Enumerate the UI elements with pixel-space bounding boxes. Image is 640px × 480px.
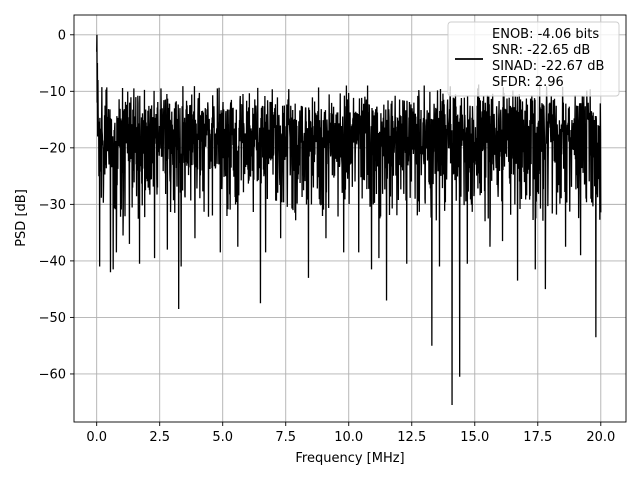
- legend-box: [447, 21, 620, 97]
- y-tick-label: −10: [39, 85, 66, 100]
- legend-text-line: SNR: -22.65 dB: [492, 43, 590, 58]
- y-tick-label: −50: [39, 311, 66, 326]
- x-axis-label: Frequency [MHz]: [295, 451, 404, 466]
- y-tick-label: 0: [58, 28, 66, 43]
- y-axis-ticks: 0 −10 −20 −30 −40 −50 −60: [39, 28, 74, 382]
- x-tick-label: 15.0: [460, 430, 489, 445]
- legend-text-line: ENOB: -4.06 bits: [492, 27, 599, 42]
- x-tick-label: 12.5: [397, 430, 426, 445]
- x-tick-label: 20.0: [586, 430, 615, 445]
- axes-frame: [73, 14, 627, 423]
- y-tick-label: −40: [39, 254, 66, 269]
- x-tick-label: 17.5: [523, 430, 552, 445]
- legend: ENOB: -4.06 bits SNR: -22.65 dB SINAD: -22…: [447, 21, 620, 97]
- y-tick-label: −60: [39, 367, 66, 382]
- y-axis-label: PSD [dB]: [14, 189, 29, 247]
- y-tick-label: −20: [39, 141, 66, 156]
- x-tick-label: 5.0: [212, 430, 233, 445]
- legend-text-line: SFDR: 2.96: [492, 75, 564, 90]
- legend-text-line: SINAD: -22.67 dB: [492, 59, 604, 74]
- psd-series-line: [96, 34, 602, 406]
- y-tick-label: −30: [39, 198, 66, 213]
- x-tick-label: 7.5: [275, 430, 296, 445]
- plot-area: [96, 34, 602, 406]
- x-axis-ticks: 0.0 2.5 5.0 7.5 10.0 12.5 15.0 17.5 20.0: [86, 422, 615, 445]
- x-tick-label: 0.0: [86, 430, 107, 445]
- legend-entry-label: ENOB: -4.06 bits SNR: -22.65 dB SINAD: -22…: [492, 27, 604, 90]
- x-tick-label: 10.0: [334, 430, 363, 445]
- x-tick-label: 2.5: [149, 430, 170, 445]
